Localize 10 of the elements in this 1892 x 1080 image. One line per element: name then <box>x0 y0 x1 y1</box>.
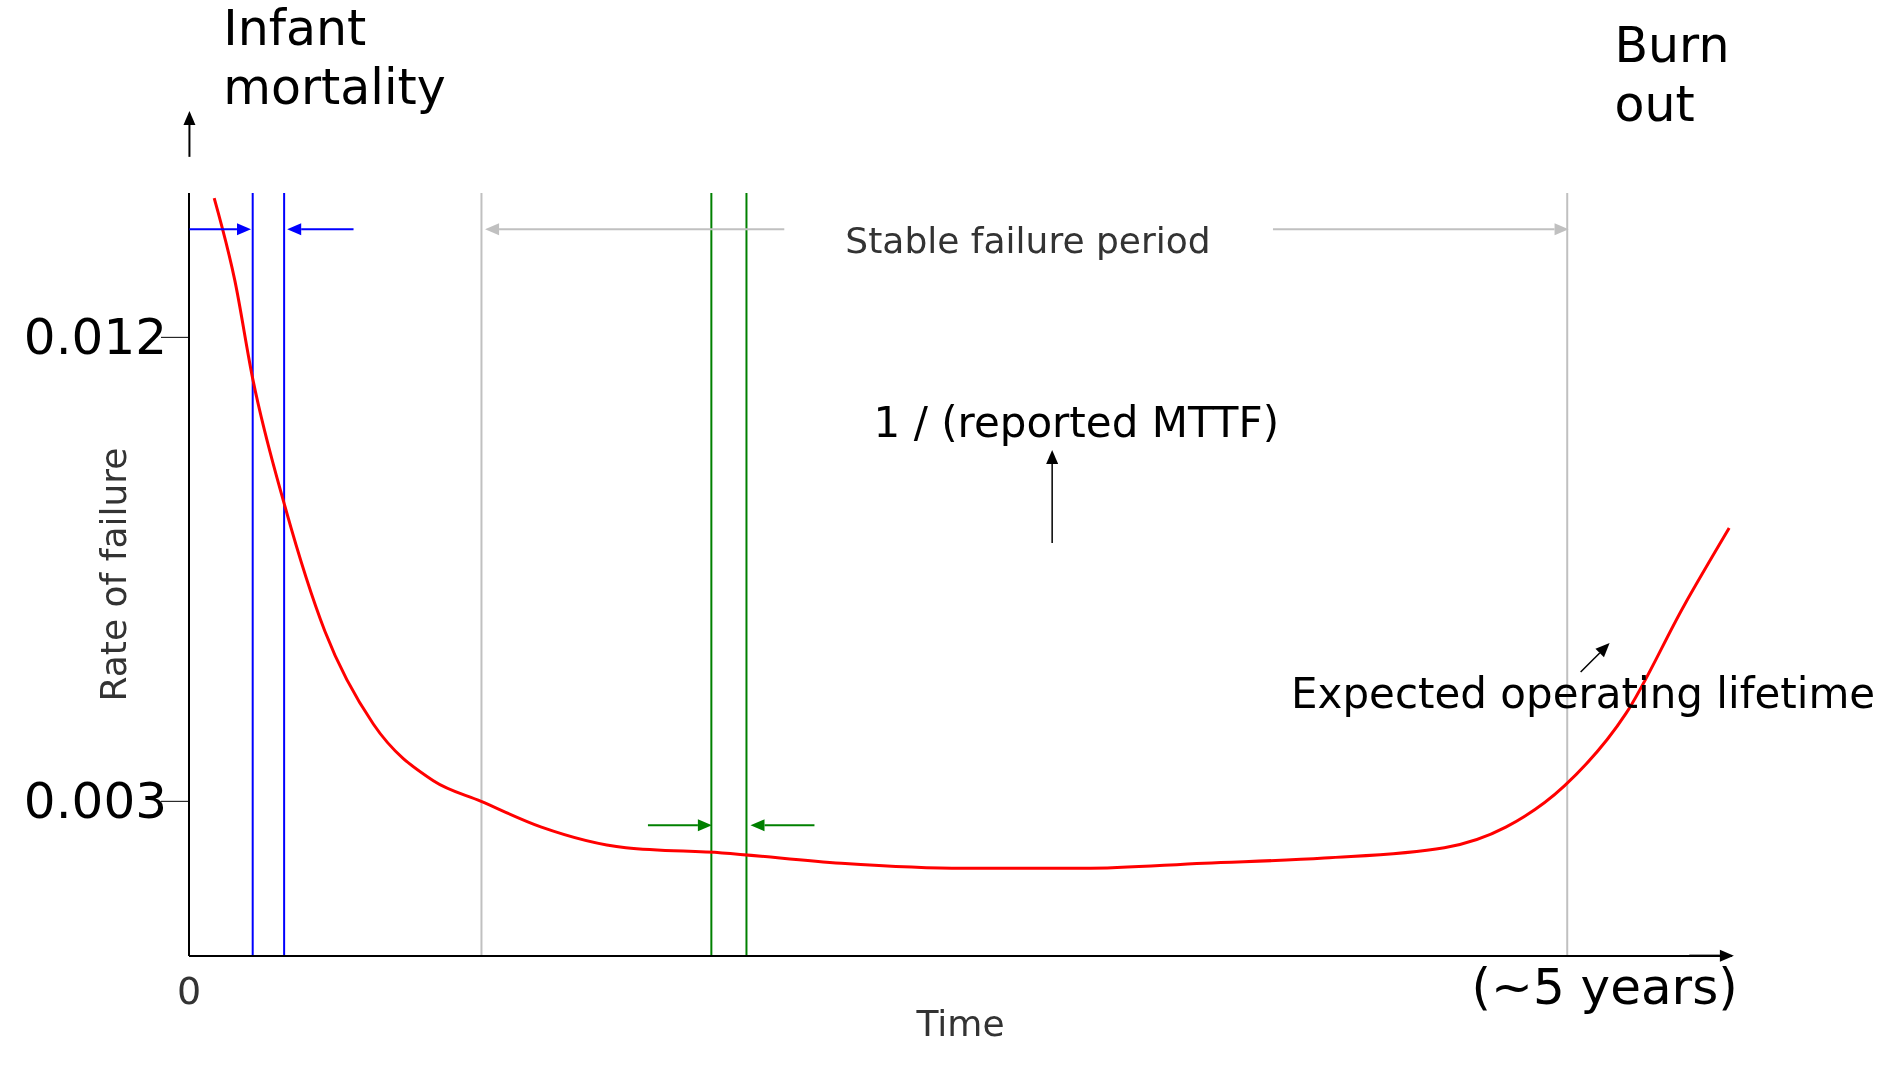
y-tick-label: 0.003 <box>23 772 167 831</box>
y-axis-title: Rate of failure <box>92 447 134 702</box>
x-tick-label: 0 <box>176 969 202 1013</box>
x-axis-title: Time <box>915 1003 1005 1044</box>
annotation: 1 / (reported MTTF) <box>873 397 1281 449</box>
text: Burn out <box>1614 16 1731 135</box>
text: Infant mortality <box>223 0 447 118</box>
x-tick-label: (~5 years) <box>1471 958 1738 1016</box>
annotation: Stable failure period <box>798 219 1259 263</box>
y-tick-label: 0.012 <box>23 308 167 367</box>
